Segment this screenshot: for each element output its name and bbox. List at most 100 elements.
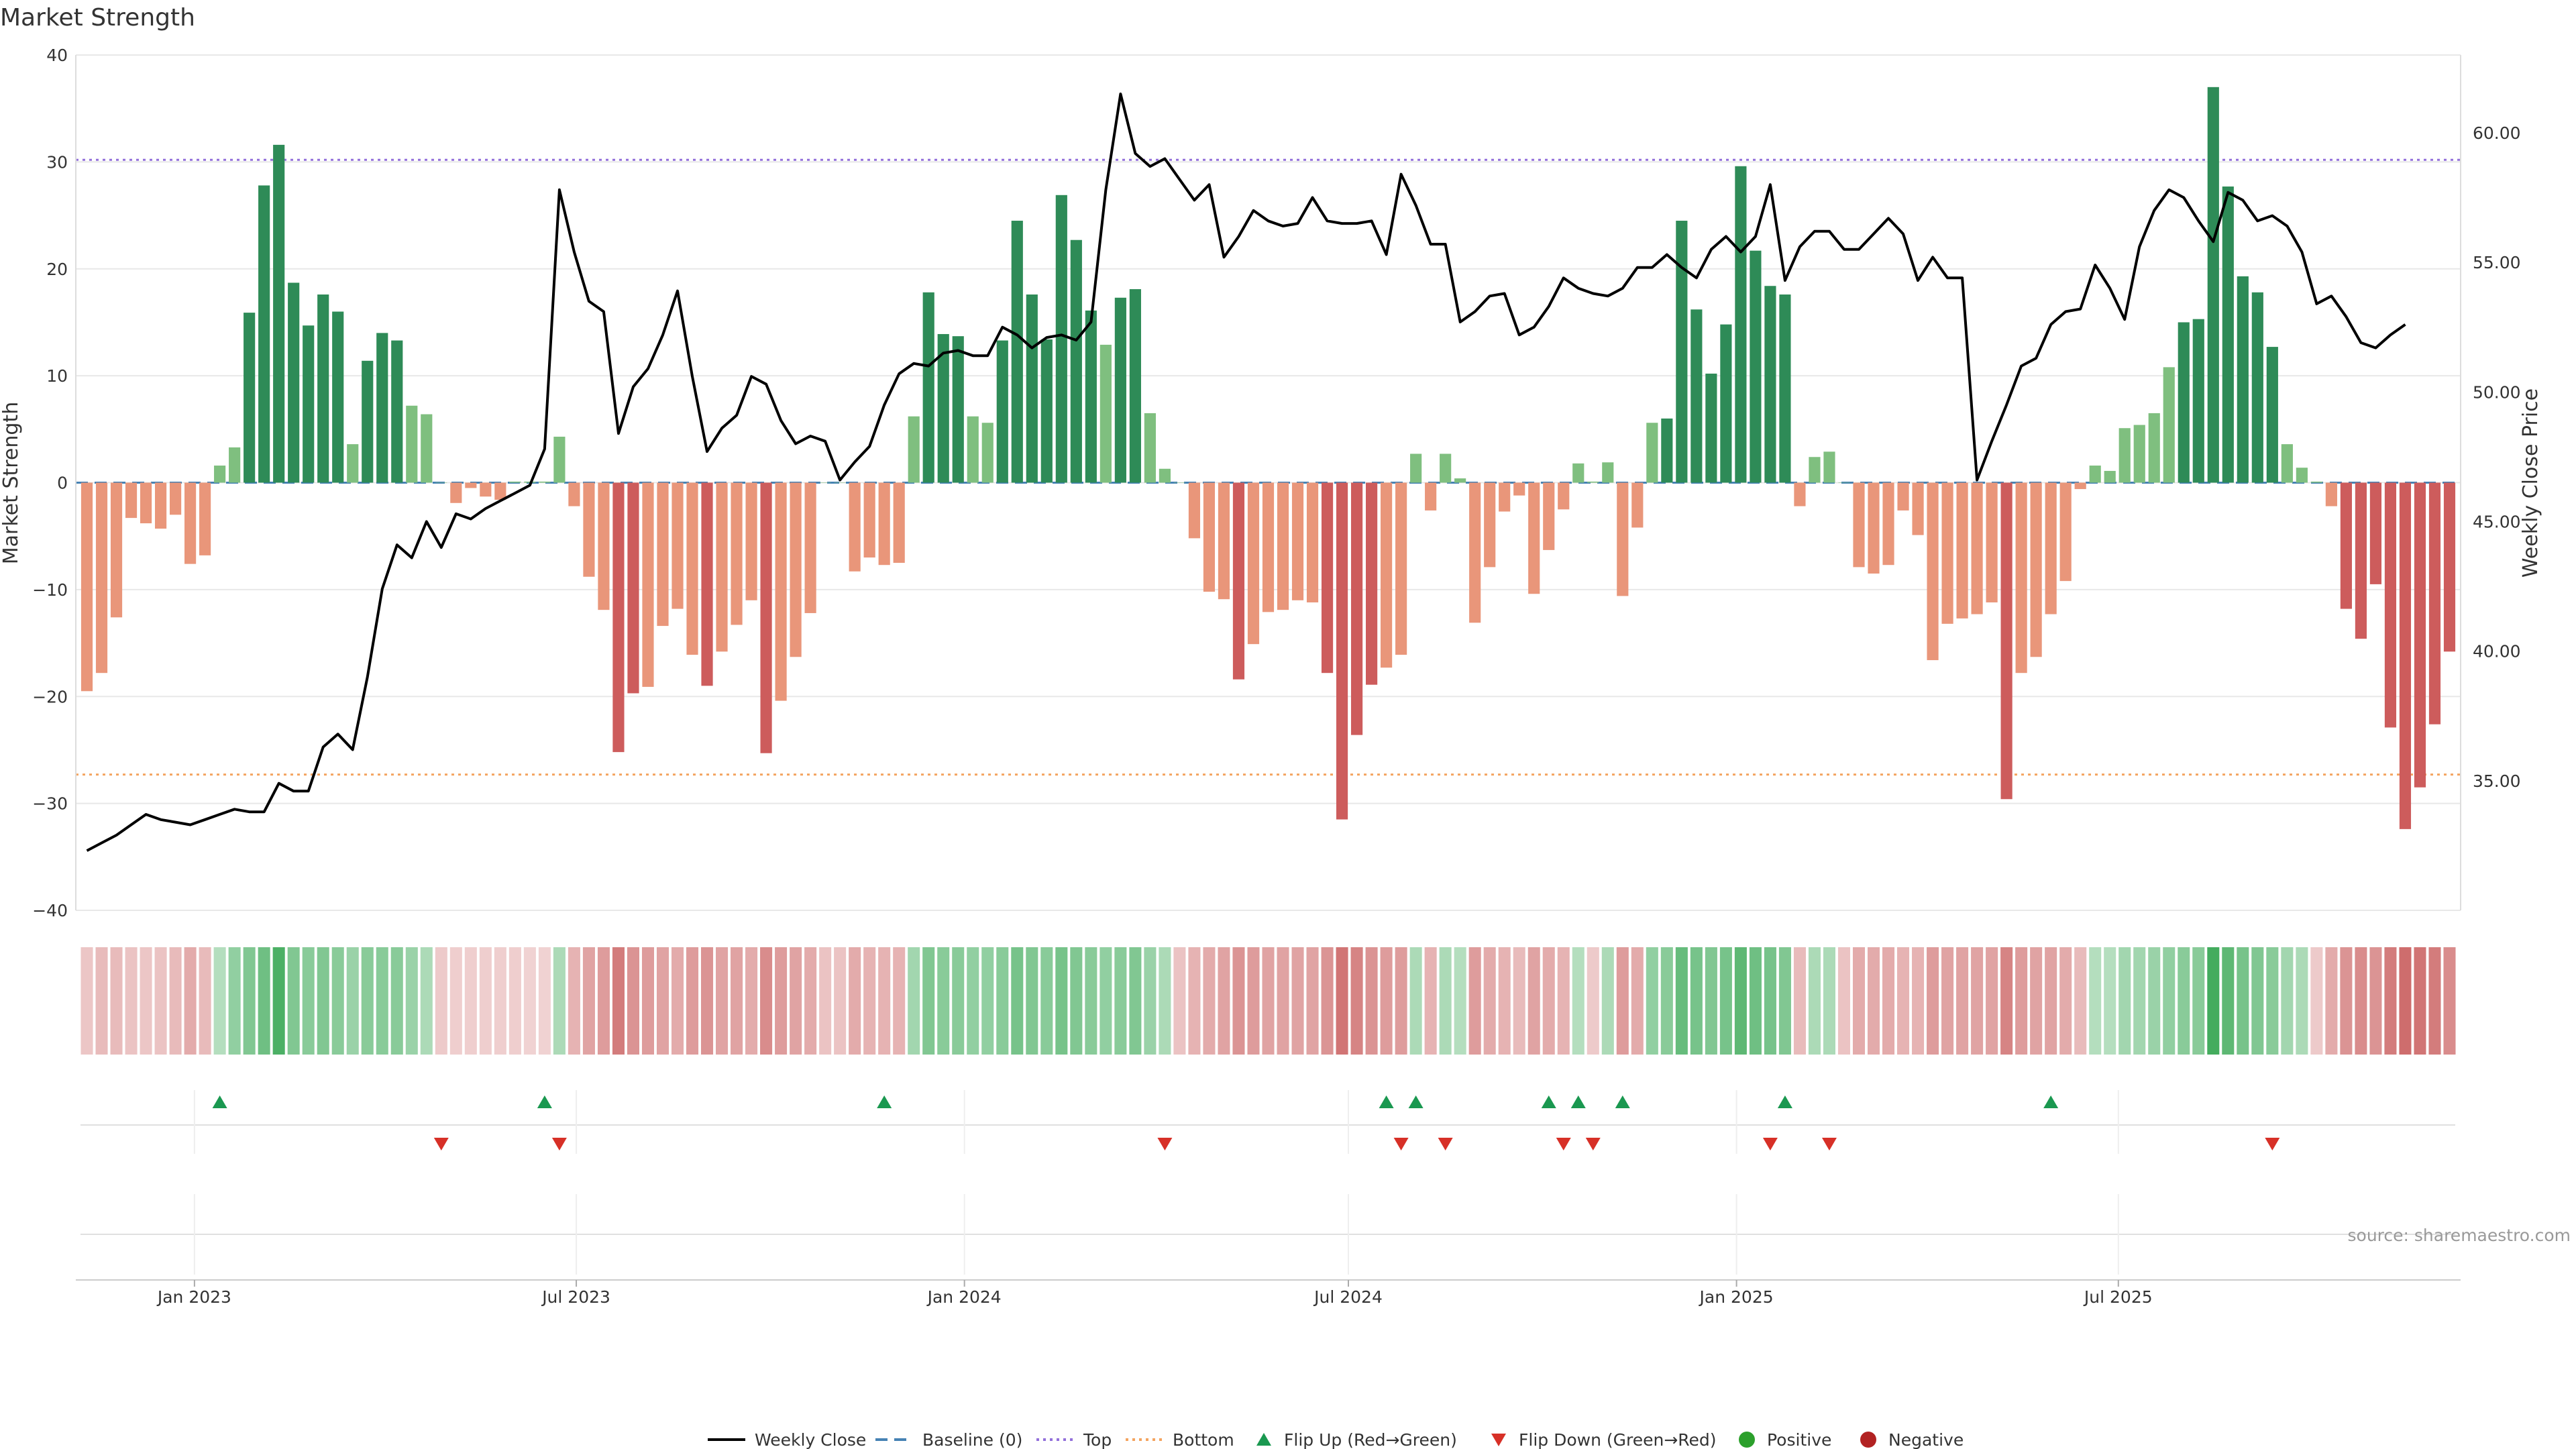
heat-strip-cell [1011, 947, 1024, 1055]
strength-bar [1277, 482, 1289, 610]
strength-bar [1218, 482, 1230, 600]
strength-bar [834, 482, 846, 483]
heat-strip-cell [1852, 947, 1866, 1055]
strength-bar [2178, 322, 2190, 483]
heat-strip-cell [2104, 947, 2116, 1055]
strength-bar [1572, 463, 1585, 483]
strength-bar [2428, 482, 2441, 724]
heat-strip-cell [2178, 947, 2190, 1055]
heat-strip-cell [937, 947, 950, 1055]
strength-bar [1425, 482, 1437, 511]
strength-bar [1114, 297, 1126, 483]
x-tick-label: Jul 2023 [541, 1287, 610, 1307]
heat-strip-cell [1306, 947, 1319, 1055]
strength-bar [1587, 481, 1599, 483]
flip-down-marker [1157, 1138, 1173, 1150]
strength-bar [1513, 482, 1525, 496]
heat-strip-cell [641, 947, 655, 1055]
heat-strip-cell [2089, 947, 2102, 1055]
strength-bar [494, 482, 506, 500]
strength-bar [1070, 239, 1082, 483]
heat-strip-cell [1557, 947, 1570, 1055]
flip-up-marker [1615, 1095, 1630, 1108]
heat-strip-cell [2310, 947, 2323, 1055]
strength-bar [1927, 482, 1939, 661]
flip-down-marker [2265, 1138, 2280, 1150]
heat-strip-cell [1218, 947, 1230, 1055]
heat-strip-cell [1837, 947, 1851, 1055]
legend-label: Negative [1888, 1430, 1964, 1449]
flip-markers [76, 1095, 2461, 1281]
strength-bar [1188, 482, 1201, 539]
heat-strip-cell [1040, 947, 1053, 1055]
heat-strip-cell [464, 947, 477, 1055]
heat-strip-cell [1675, 947, 1688, 1055]
strength-bar [1499, 482, 1511, 512]
strength-bar [893, 482, 905, 564]
strength-bar [701, 482, 713, 686]
source-note: source: sharemaestro.com [2348, 1226, 2571, 1245]
heat-strip-cell [981, 947, 994, 1055]
heat-strip-cell [2443, 947, 2456, 1055]
y-tick-label: 0 [57, 474, 68, 493]
heat-strip-cell [1454, 947, 1466, 1055]
heat-strip-cell [2148, 947, 2161, 1055]
flip-down-marker [1438, 1138, 1453, 1150]
heat-strip-cell [1778, 947, 1791, 1055]
heat-strip-cell [1498, 947, 1511, 1055]
heat-strip [80, 947, 2456, 1055]
strength-bar [465, 482, 477, 488]
strength-bar [1735, 166, 1747, 483]
heat-strip-cell [1144, 947, 1157, 1055]
strength-bar [1026, 294, 1038, 483]
heat-strip-cell [1956, 947, 1969, 1055]
heat-strip-cell [1203, 947, 1216, 1055]
heat-strip-cell [1719, 947, 1732, 1055]
flip-up-marker [212, 1095, 227, 1108]
strength-bar [1912, 482, 1924, 535]
flip-down-marker [1556, 1138, 1571, 1150]
strength-bar [849, 482, 861, 572]
heat-strip-cell [405, 947, 418, 1055]
strength-bar [110, 482, 123, 618]
heat-strip-cell [1055, 947, 1068, 1055]
flip-up-marker [1541, 1095, 1556, 1108]
heat-strip-cell [849, 947, 861, 1055]
strength-bar [1794, 482, 1806, 506]
flip-up-marker [1777, 1095, 1792, 1108]
strength-bar [1971, 482, 1983, 614]
strength-bar [406, 405, 418, 483]
heat-strip-cell [1941, 947, 1954, 1055]
strength-bar [2192, 319, 2204, 483]
heat-strip-cell [908, 947, 920, 1055]
strength-bar [1440, 453, 1452, 483]
strength-bar [657, 482, 669, 627]
heat-strip-cell [2384, 947, 2397, 1055]
heat-strip-cell [627, 947, 639, 1055]
strength-bar [154, 482, 167, 529]
y2-tick-label: 50.00 [2473, 382, 2521, 402]
legend-label: Top [1083, 1430, 1112, 1449]
heat-strip-cell [228, 947, 241, 1055]
strength-bar [922, 292, 934, 483]
axes: 40 30 20 10 0 −10 −20 −30 −40 60.00 55.00 50.00 45.0… [32, 46, 2520, 920]
heat-strip-cell [1173, 947, 1186, 1055]
strength-bar [878, 482, 890, 566]
legend-label: Bottom [1173, 1430, 1234, 1449]
y-axis-label: Market Strength [0, 402, 23, 564]
heat-strip-cell [2030, 947, 2043, 1055]
heat-strip-cell [1395, 947, 1407, 1055]
strength-bar [1085, 310, 1097, 483]
strength-bar [1129, 289, 1141, 483]
strength-bar [967, 416, 979, 483]
strength-bar [642, 482, 654, 687]
chart-title: Market Strength [0, 4, 195, 32]
heat-strip-cell [1705, 947, 1717, 1055]
legend-label: Positive [1767, 1430, 1831, 1449]
heat-strip-cell [2266, 947, 2279, 1055]
legend-label: Flip Down (Green→Red) [1519, 1430, 1717, 1449]
heat-strip-cell [140, 947, 152, 1055]
heat-strip-cell [2340, 947, 2353, 1055]
flip-up-marker [1408, 1095, 1424, 1108]
strength-bar [2355, 482, 2367, 639]
